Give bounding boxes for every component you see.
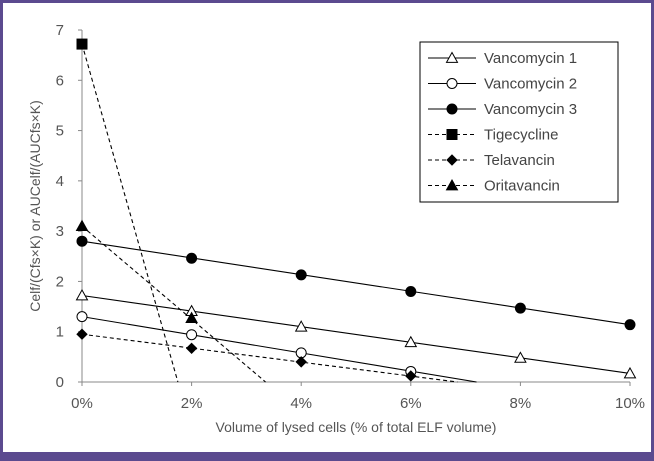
x-tick-label: 4%: [290, 395, 312, 412]
series-vancomycin-3-point: [76, 235, 88, 247]
series-vancomycin-3-point: [624, 319, 636, 331]
series-oritavancin-point: [185, 311, 198, 324]
series-vancomycin-1-point: [294, 320, 308, 332]
y-tick-label: 6: [56, 72, 64, 89]
y-tick-label: 7: [56, 22, 64, 39]
series-oritavancin-point: [75, 219, 89, 232]
series-tigecycline: [76, 38, 179, 383]
x-tick-label: 10%: [615, 395, 645, 412]
y-tick-label: 0: [56, 374, 64, 391]
series-oritavancin-line: [81, 225, 266, 383]
series-layer: [75, 38, 637, 383]
series-vancomycin-3-line: [81, 240, 631, 326]
legend-item-telavancin-label: Telavancin: [484, 152, 555, 169]
legend-item-vancomycin-3-label: Vancomycin 3: [484, 101, 577, 118]
series-telavancin-point: [295, 356, 307, 368]
x-tick-label: 2%: [181, 395, 203, 412]
series-telavancin-point: [405, 370, 417, 382]
series-vancomycin-2-line: [81, 316, 477, 383]
y-tick-label: 2: [56, 273, 64, 290]
x-tick-label: 0%: [71, 395, 93, 412]
series-vancomycin-3: [76, 235, 636, 331]
legend-item-vancomycin-2-label: Vancomycin 2: [484, 76, 577, 93]
figure-bottom-bar: [0, 452, 654, 461]
x-axis-title: Volume of lysed cells (% of total ELF vo…: [216, 419, 497, 435]
x-tick-label: 6%: [400, 395, 422, 412]
legend-item-tigecycline-marker: [446, 129, 458, 140]
series-oritavancin: [75, 219, 266, 383]
series-telavancin: [76, 328, 458, 383]
legend-item-telavancin: Telavancin: [428, 152, 555, 169]
series-vancomycin-1-point: [75, 288, 89, 301]
legend-box: [419, 41, 619, 203]
series-vancomycin-3-point: [295, 269, 307, 281]
y-tick-label: 5: [56, 123, 64, 140]
series-vancomycin-3-point: [514, 302, 526, 314]
series-vancomycin-1-point: [623, 366, 637, 379]
legend-item-vancomycin-2-marker: [446, 78, 458, 89]
series-telavancin-line: [81, 333, 458, 383]
x-tick-label: 8%: [510, 395, 532, 412]
legend-item-telavancin-marker: [446, 154, 458, 166]
legend: Vancomycin 1 Vancomycin 2 Vancomycin 3 Tige…: [419, 41, 619, 203]
series-telavancin-point: [76, 328, 88, 340]
legend-item-oritavancin: Oritavancin: [428, 178, 560, 195]
series-vancomycin-2-point: [186, 329, 198, 341]
series-vancomycin-3-point: [405, 285, 417, 297]
axes: 0 1 2 3 4 5 6 7 0% 2% 4% 6% 8% 10%: [56, 22, 645, 412]
legend-item-vancomycin-1-marker: [445, 51, 459, 63]
legend-item-oritavancin-marker: [445, 178, 459, 191]
y-tick-label: 1: [56, 324, 64, 341]
series-telavancin-point: [185, 342, 198, 355]
series-vancomycin-1-point: [514, 351, 527, 363]
legend-item-tigecycline-label: Tigecycline: [484, 127, 558, 144]
legend-item-tigecycline: Tigecycline: [428, 127, 558, 144]
legend-item-vancomycin-2: Vancomycin 2: [428, 76, 577, 93]
series-tigecycline-line: [81, 43, 179, 383]
series-tigecycline-point: [76, 38, 88, 50]
series-vancomycin-1-point: [404, 335, 418, 348]
series-vancomycin-1: [75, 288, 637, 379]
series-vancomycin-1-line: [81, 294, 631, 374]
y-tick-label: 3: [56, 223, 64, 240]
series-vancomycin-3-point: [186, 252, 198, 264]
y-axis-title: Celf/(Cfs×K) or AUCelf/(AUCfs×K): [27, 100, 43, 312]
legend-item-vancomycin-3-marker: [446, 103, 458, 115]
y-tick-label: 4: [56, 173, 64, 190]
series-vancomycin-2-point: [76, 311, 88, 323]
legend-item-vancomycin-3: Vancomycin 3: [428, 101, 577, 118]
legend-item-oritavancin-label: Oritavancin: [484, 178, 560, 195]
legend-item-vancomycin-1-label: Vancomycin 1: [484, 50, 577, 67]
legend-item-vancomycin-1: Vancomycin 1: [428, 50, 577, 67]
